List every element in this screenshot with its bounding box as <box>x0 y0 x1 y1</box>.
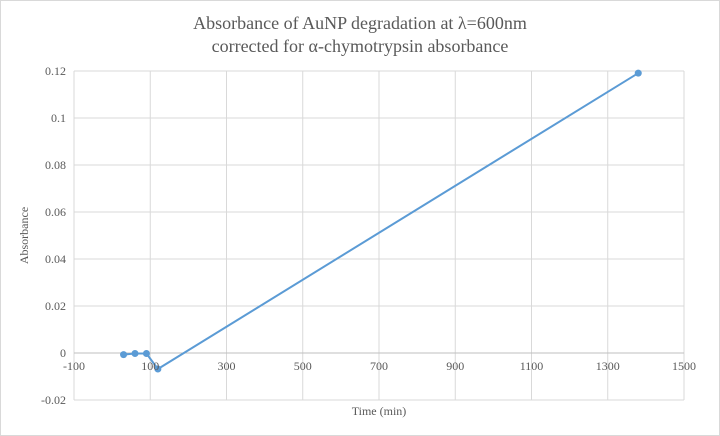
x-tick-label: 1300 <box>596 359 620 373</box>
tick-labels: -100 100 300 500 700 900 1100 1300 1500 -0.02 0 0.0… <box>41 64 696 407</box>
x-tick-label: -100 <box>63 359 85 373</box>
y-tick-label: 0.1 <box>51 111 66 125</box>
y-tick-label: 0.08 <box>45 158 66 172</box>
x-tick-label: 900 <box>446 359 464 373</box>
data-point <box>142 349 150 357</box>
y-tick-label: 0.06 <box>45 205 66 219</box>
data-points <box>120 69 642 373</box>
data-point <box>131 349 139 357</box>
chart-title-line-2: corrected for α-chymotrypsin absorbance <box>211 36 509 56</box>
y-tick-label: -0.02 <box>41 393 66 407</box>
x-tick-label: 700 <box>370 359 388 373</box>
data-point <box>154 365 162 373</box>
data-point <box>120 351 128 359</box>
chart-title-line-1: Absorbance of AuNP degradation at λ=600n… <box>193 13 527 33</box>
gridlines <box>73 70 685 401</box>
series-line <box>123 72 639 371</box>
x-tick-label: 1100 <box>520 359 544 373</box>
x-tick-label: 100 <box>141 359 159 373</box>
y-tick-label: 0 <box>60 346 66 360</box>
y-axis-label: Absorbance <box>17 207 31 264</box>
y-tick-label: 0.04 <box>45 252 66 266</box>
x-tick-label: 300 <box>218 359 236 373</box>
x-tick-label: 500 <box>294 359 312 373</box>
y-tick-label: 0.12 <box>45 64 66 78</box>
y-tick-label: 0.02 <box>45 299 66 313</box>
data-point <box>634 69 642 77</box>
x-tick-label: 1500 <box>672 359 696 373</box>
series-polyline <box>123 72 639 371</box>
x-axis-label: Time (min) <box>352 404 407 418</box>
